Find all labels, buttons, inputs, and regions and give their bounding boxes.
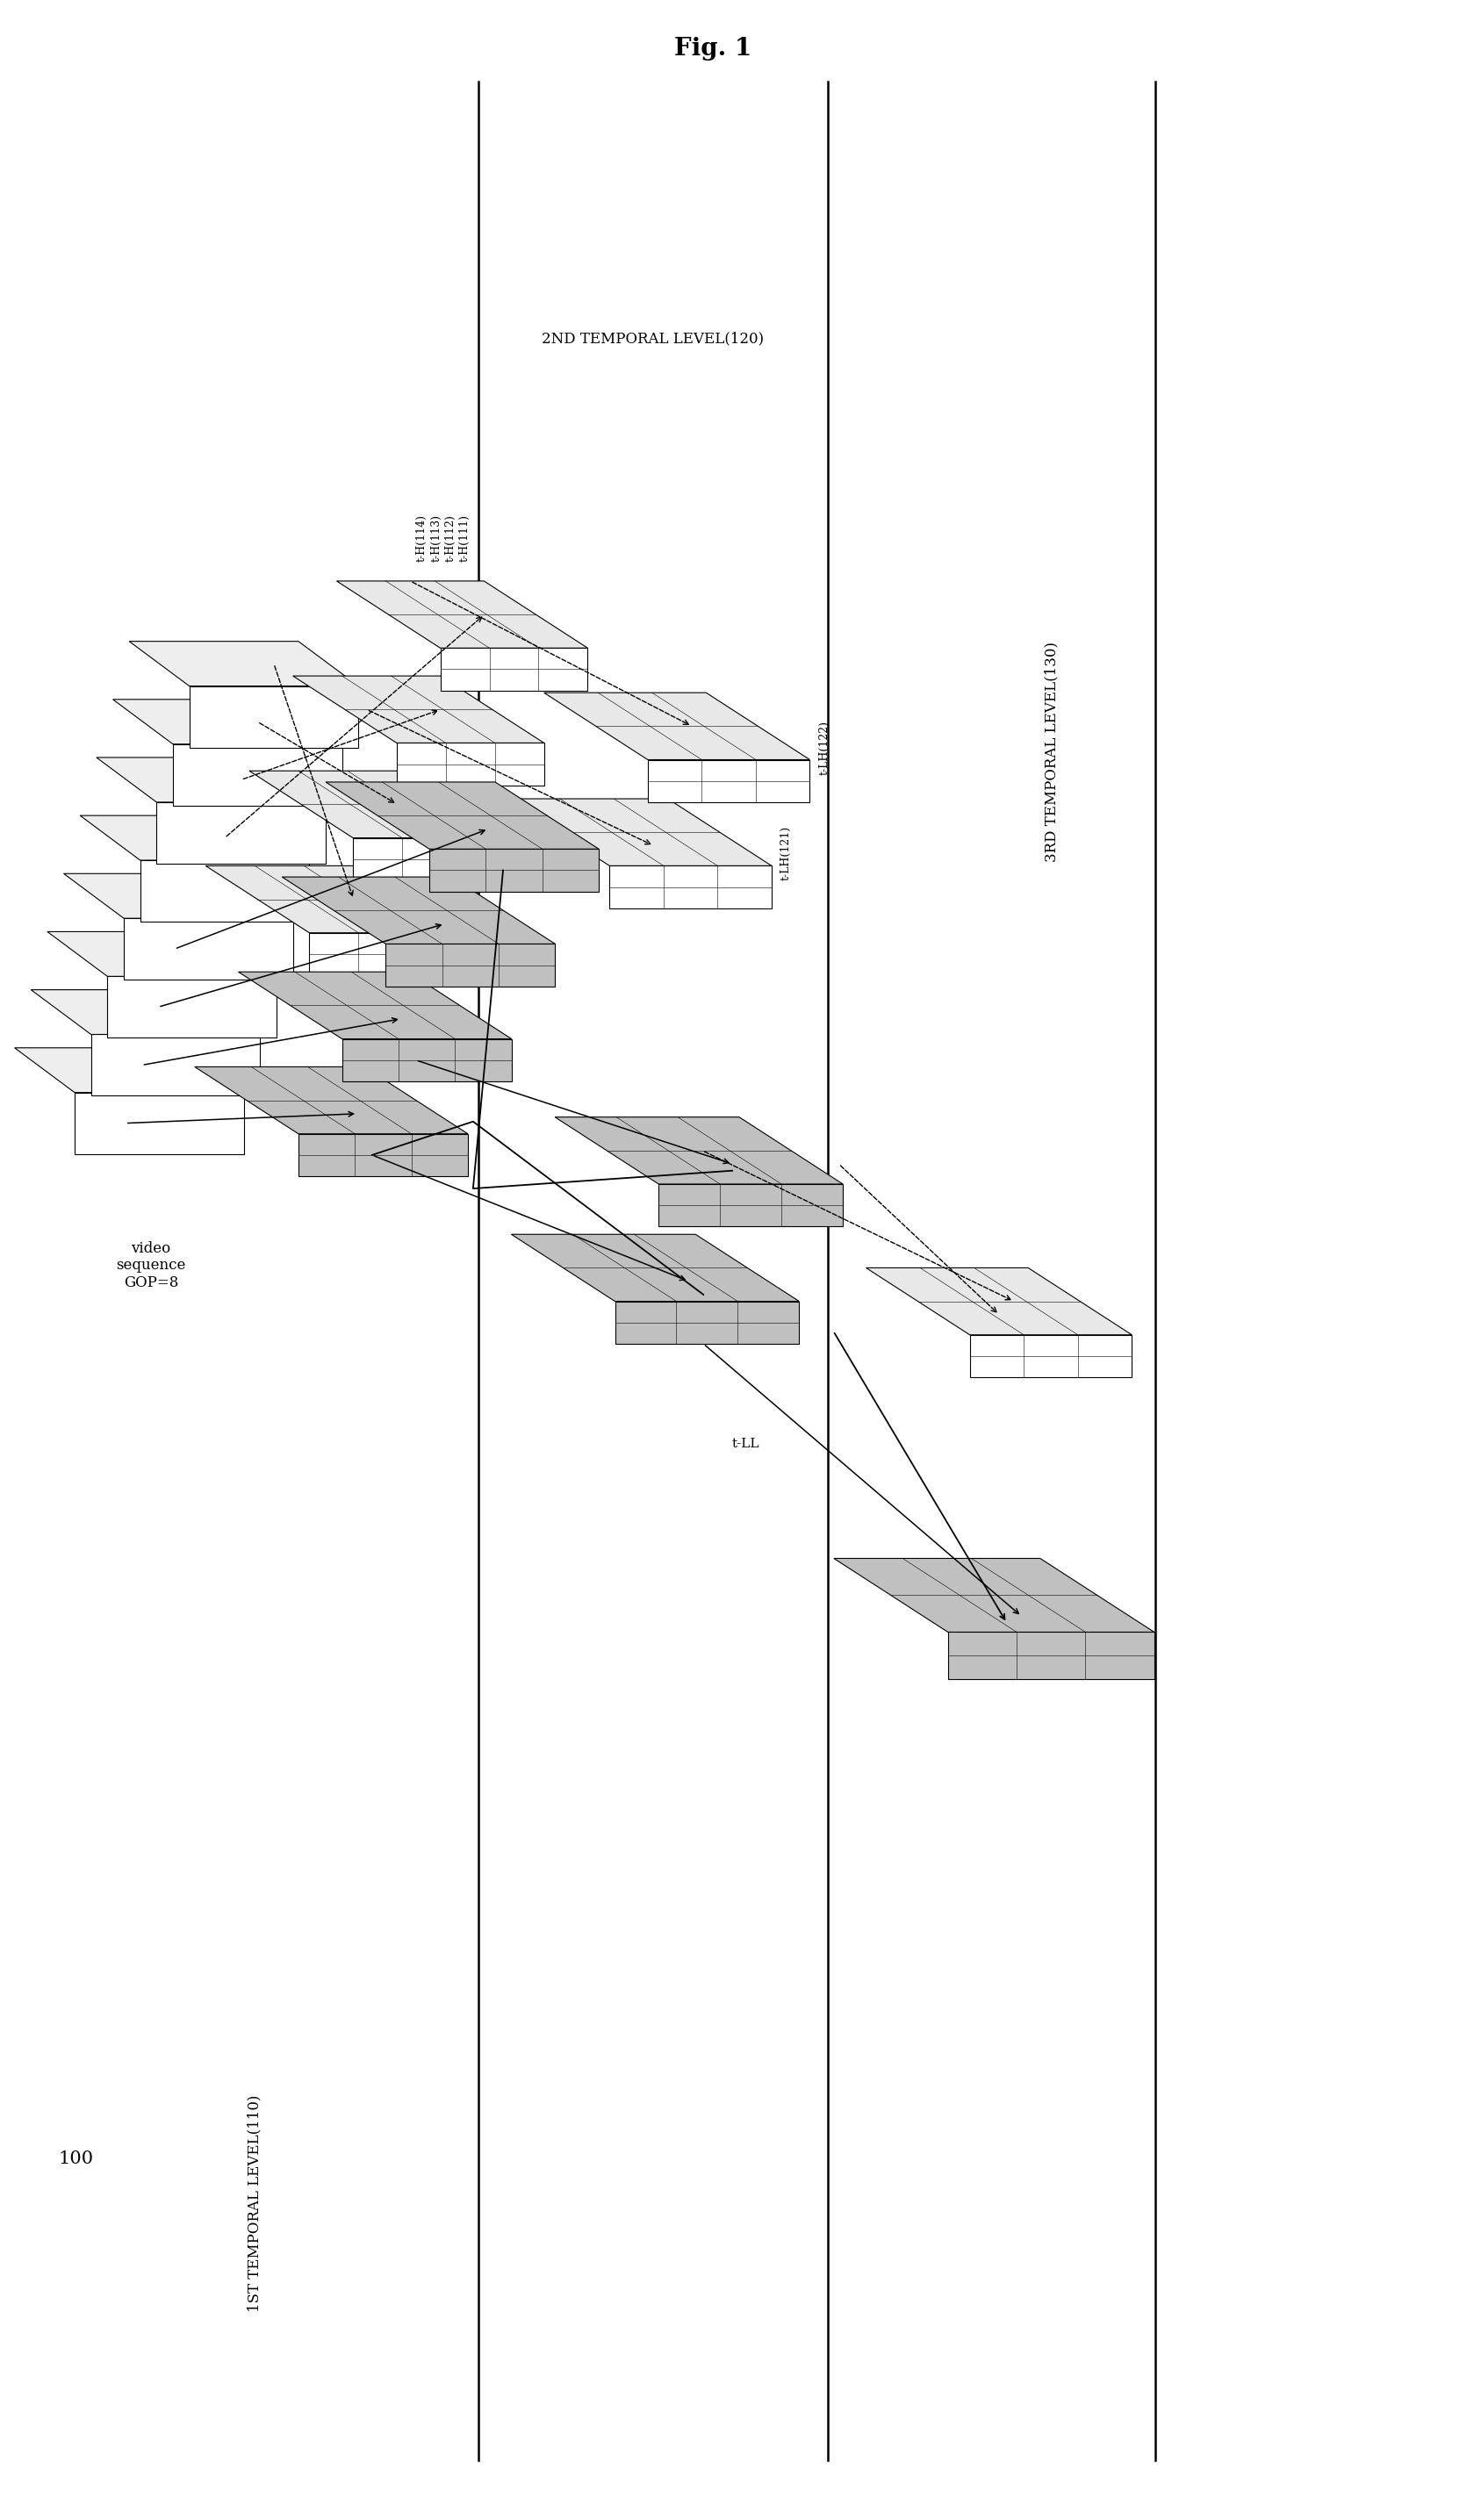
Text: Fig. 1: Fig. 1 [674, 35, 752, 60]
Text: t-H(111): t-H(111) [459, 514, 469, 562]
Polygon shape [206, 867, 456, 932]
Text: t-LH(122): t-LH(122) [819, 721, 829, 774]
Polygon shape [647, 759, 810, 801]
Polygon shape [113, 701, 342, 743]
Text: t-H(114): t-H(114) [416, 514, 428, 562]
Polygon shape [129, 640, 358, 685]
Polygon shape [64, 874, 293, 917]
Polygon shape [194, 1066, 468, 1134]
Text: video
sequence
GOP=8: video sequence GOP=8 [116, 1240, 187, 1290]
Polygon shape [80, 816, 310, 859]
Text: t-LLL(131): t-LLL(131) [1066, 1593, 1078, 1653]
Polygon shape [507, 799, 772, 867]
Polygon shape [970, 1336, 1131, 1378]
Polygon shape [397, 743, 544, 786]
Polygon shape [31, 990, 261, 1033]
Polygon shape [610, 867, 772, 907]
Polygon shape [544, 693, 810, 759]
Polygon shape [352, 837, 501, 879]
Polygon shape [659, 1184, 843, 1227]
Polygon shape [15, 1048, 244, 1094]
Polygon shape [440, 648, 588, 690]
Polygon shape [96, 759, 326, 801]
Text: 3RD TEMPORAL LEVEL(130): 3RD TEMPORAL LEVEL(130) [1044, 643, 1059, 862]
Polygon shape [90, 1033, 261, 1096]
Polygon shape [615, 1300, 800, 1343]
Polygon shape [555, 1116, 843, 1184]
Polygon shape [141, 859, 310, 922]
Polygon shape [238, 973, 511, 1038]
Text: t-H(113): t-H(113) [431, 514, 441, 562]
Polygon shape [107, 975, 277, 1038]
Text: t-LL: t-LL [732, 1439, 760, 1452]
Polygon shape [834, 1557, 1154, 1633]
Text: t-LLH(132): t-LLH(132) [1044, 1290, 1056, 1353]
Polygon shape [429, 849, 598, 892]
Text: t-H(112): t-H(112) [444, 514, 456, 562]
Polygon shape [293, 675, 544, 743]
Polygon shape [310, 932, 456, 975]
Polygon shape [47, 932, 277, 975]
Polygon shape [385, 945, 555, 985]
Text: 1ST TEMPORAL LEVEL(110): 1ST TEMPORAL LEVEL(110) [247, 2094, 262, 2313]
Text: 100: 100 [58, 2150, 93, 2167]
Polygon shape [298, 1134, 468, 1177]
Polygon shape [124, 917, 293, 980]
Polygon shape [74, 1094, 244, 1154]
Polygon shape [190, 685, 358, 748]
Polygon shape [173, 743, 342, 806]
Polygon shape [336, 582, 588, 648]
Polygon shape [948, 1633, 1154, 1678]
Polygon shape [866, 1268, 1131, 1336]
Polygon shape [326, 781, 598, 849]
Polygon shape [157, 801, 326, 864]
Polygon shape [342, 1038, 511, 1081]
Polygon shape [511, 1235, 800, 1300]
Polygon shape [249, 771, 501, 837]
Text: t-LH(121): t-LH(121) [780, 827, 792, 882]
Text: 2ND TEMPORAL LEVEL(120): 2ND TEMPORAL LEVEL(120) [542, 330, 764, 345]
Polygon shape [281, 877, 555, 945]
